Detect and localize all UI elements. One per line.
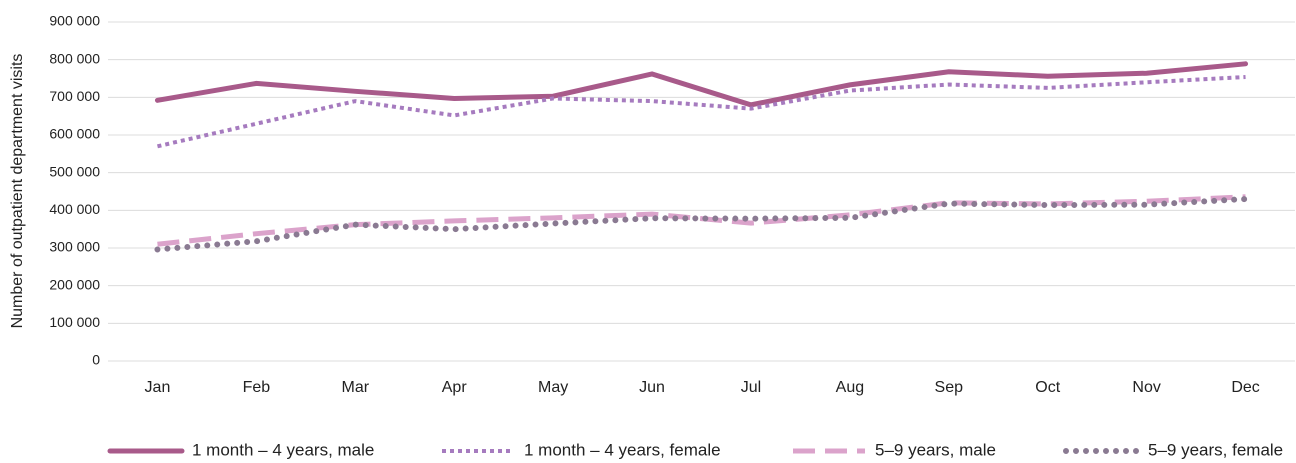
y-tick-label: 800 000 (49, 50, 100, 66)
x-tick-label: Feb (243, 379, 271, 396)
x-tick-label: Dec (1231, 379, 1259, 396)
x-tick-label: Apr (442, 379, 468, 396)
y-tick-label: 600 000 (49, 126, 100, 142)
y-axis-label: Number of outpatient department visits (9, 54, 26, 329)
y-tick-label: 100 000 (49, 314, 100, 330)
x-tick-label: Jun (639, 379, 665, 396)
y-tick-label: 400 000 (49, 201, 100, 217)
y-tick-label: 0 (92, 352, 100, 368)
x-tick-label: Nov (1132, 379, 1160, 396)
y-tick-label: 900 000 (49, 13, 100, 29)
y-tick-label: 700 000 (49, 88, 100, 104)
x-tick-label: Jul (741, 379, 761, 396)
x-tick-label: Jan (145, 379, 171, 396)
y-tick-label: 300 000 (49, 239, 100, 255)
series-line (154, 61, 1249, 108)
x-tick-label: Aug (836, 379, 864, 396)
y-tick-label: 200 000 (49, 276, 100, 292)
legend-label: 1 month – 4 years, female (524, 440, 721, 459)
x-tick-label: May (538, 379, 568, 396)
series-line (154, 196, 1249, 253)
series-line (157, 74, 1246, 149)
x-tick-label: Mar (342, 379, 370, 396)
x-tick-label: Sep (935, 379, 964, 396)
legend-label: 5–9 years, male (875, 440, 996, 459)
legend-label: 1 month – 4 years, male (192, 440, 374, 459)
x-tick-label: Oct (1035, 379, 1060, 396)
legend-label: 5–9 years, female (1148, 440, 1283, 459)
y-tick-label: 500 000 (49, 163, 100, 179)
